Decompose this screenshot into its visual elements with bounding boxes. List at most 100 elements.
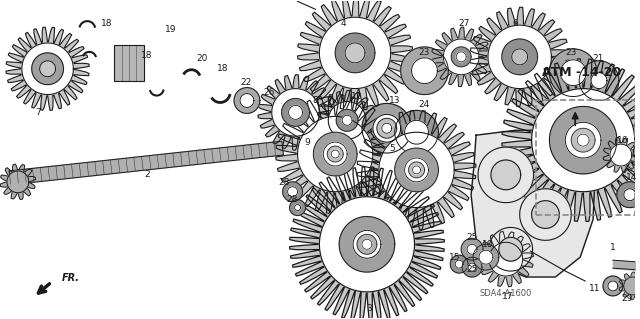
Text: 17: 17 xyxy=(502,292,513,301)
Text: 13: 13 xyxy=(389,96,401,105)
Polygon shape xyxy=(455,260,463,268)
Polygon shape xyxy=(327,146,343,162)
Text: 2: 2 xyxy=(144,170,150,179)
Text: 11: 11 xyxy=(589,285,601,293)
Polygon shape xyxy=(478,232,533,287)
Text: 6: 6 xyxy=(513,19,518,28)
Polygon shape xyxy=(32,53,63,85)
Text: 26: 26 xyxy=(263,88,275,97)
Polygon shape xyxy=(342,115,352,125)
Polygon shape xyxy=(7,171,29,193)
Text: 7: 7 xyxy=(35,108,40,117)
Polygon shape xyxy=(572,128,595,152)
Polygon shape xyxy=(335,33,375,73)
Polygon shape xyxy=(298,116,373,192)
Text: 27: 27 xyxy=(458,19,470,28)
Polygon shape xyxy=(276,95,395,213)
Text: 16: 16 xyxy=(617,136,628,145)
Text: 5: 5 xyxy=(389,144,395,152)
Text: 3: 3 xyxy=(366,304,372,313)
Polygon shape xyxy=(512,49,527,65)
Polygon shape xyxy=(456,52,466,62)
Polygon shape xyxy=(550,49,597,97)
Polygon shape xyxy=(290,167,444,319)
Text: 15: 15 xyxy=(449,253,460,262)
Polygon shape xyxy=(502,39,538,75)
Polygon shape xyxy=(287,187,298,197)
Polygon shape xyxy=(624,189,636,201)
Polygon shape xyxy=(473,244,499,270)
Text: 18: 18 xyxy=(101,19,113,28)
Polygon shape xyxy=(491,160,521,190)
Text: 18: 18 xyxy=(141,51,152,60)
Polygon shape xyxy=(379,132,454,208)
Polygon shape xyxy=(319,17,391,89)
Polygon shape xyxy=(591,73,607,89)
Polygon shape xyxy=(502,59,640,221)
Polygon shape xyxy=(561,60,586,85)
Text: 8: 8 xyxy=(312,96,318,105)
Text: 28: 28 xyxy=(286,195,297,204)
Polygon shape xyxy=(332,150,339,158)
Polygon shape xyxy=(532,89,635,192)
Polygon shape xyxy=(362,239,372,249)
Polygon shape xyxy=(336,109,358,131)
Polygon shape xyxy=(319,197,415,292)
Polygon shape xyxy=(345,43,365,63)
Polygon shape xyxy=(499,237,523,261)
Polygon shape xyxy=(298,0,413,110)
Polygon shape xyxy=(489,242,523,276)
Polygon shape xyxy=(240,93,254,108)
Polygon shape xyxy=(408,162,424,178)
Text: ATM -14-20: ATM -14-20 xyxy=(541,66,621,79)
Text: 9: 9 xyxy=(305,137,310,147)
Polygon shape xyxy=(362,103,412,153)
Polygon shape xyxy=(283,182,303,202)
Text: FR.: FR. xyxy=(61,273,79,283)
Polygon shape xyxy=(412,58,437,84)
Text: 20: 20 xyxy=(196,54,208,63)
Bar xyxy=(114,45,144,81)
Polygon shape xyxy=(619,272,640,300)
Polygon shape xyxy=(282,99,309,126)
Polygon shape xyxy=(577,134,589,146)
Polygon shape xyxy=(488,25,552,89)
Polygon shape xyxy=(339,217,395,272)
Polygon shape xyxy=(608,281,618,291)
Polygon shape xyxy=(467,244,477,254)
Polygon shape xyxy=(603,137,639,173)
Polygon shape xyxy=(0,164,36,199)
Polygon shape xyxy=(471,130,595,277)
Text: 18: 18 xyxy=(218,64,229,73)
Polygon shape xyxy=(565,122,601,158)
Polygon shape xyxy=(617,182,640,208)
Polygon shape xyxy=(404,158,428,182)
Text: 28: 28 xyxy=(278,178,289,187)
Polygon shape xyxy=(377,118,397,138)
Text: 19: 19 xyxy=(165,25,177,33)
Polygon shape xyxy=(395,110,438,154)
Polygon shape xyxy=(550,107,617,174)
Polygon shape xyxy=(413,166,420,174)
Text: 23: 23 xyxy=(419,48,430,57)
Polygon shape xyxy=(404,120,428,144)
Text: SDA4-A1600: SDA4-A1600 xyxy=(479,289,532,298)
Polygon shape xyxy=(294,204,301,211)
Text: 4: 4 xyxy=(340,19,346,28)
Text: 25: 25 xyxy=(467,264,478,274)
Text: 21: 21 xyxy=(593,54,604,63)
Polygon shape xyxy=(444,39,479,75)
Polygon shape xyxy=(272,89,319,136)
Polygon shape xyxy=(451,255,468,273)
Polygon shape xyxy=(323,142,347,166)
Polygon shape xyxy=(461,238,483,260)
Polygon shape xyxy=(462,257,482,277)
Polygon shape xyxy=(624,277,640,295)
Polygon shape xyxy=(520,189,572,240)
Polygon shape xyxy=(289,106,303,119)
Polygon shape xyxy=(451,47,471,67)
Text: 12: 12 xyxy=(351,92,363,101)
Polygon shape xyxy=(401,47,448,94)
Polygon shape xyxy=(610,144,632,166)
Polygon shape xyxy=(357,110,476,229)
